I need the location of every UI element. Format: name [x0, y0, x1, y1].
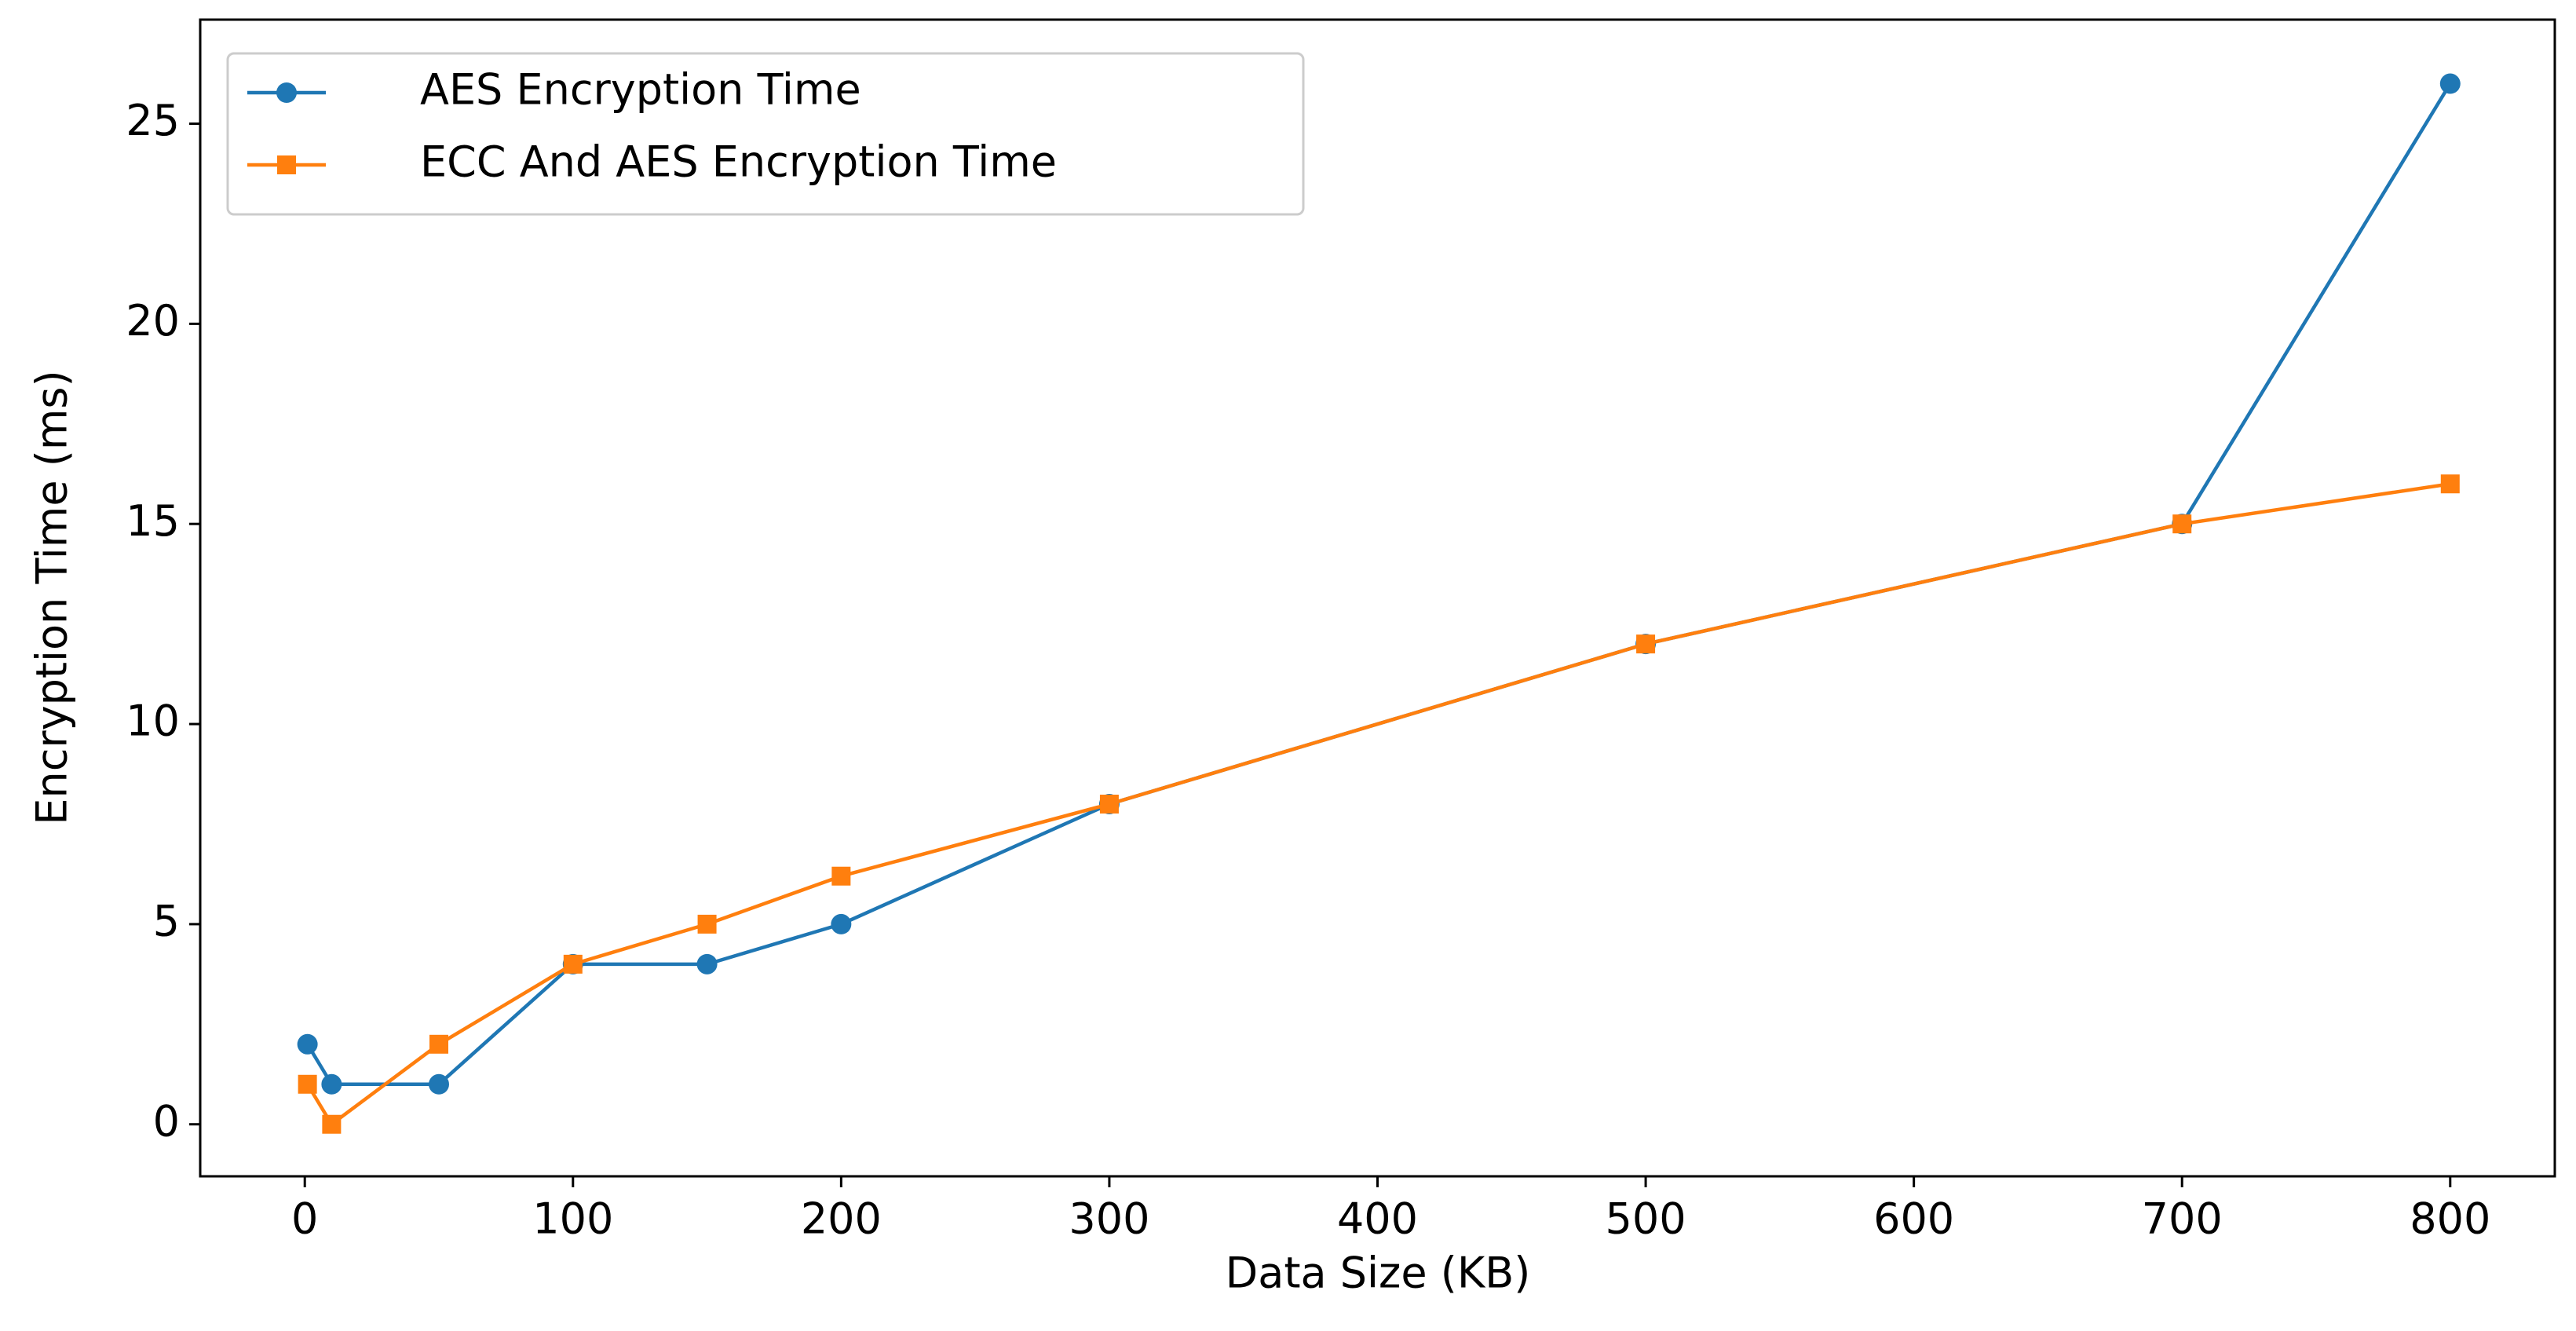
y-axis-label: Encryption Time (ms)	[27, 370, 77, 825]
legend-frame	[226, 52, 1305, 216]
data-line	[305, 482, 2451, 1126]
marker	[321, 1073, 342, 1095]
x-tick-label: 800	[2410, 1194, 2490, 1244]
marker	[563, 954, 583, 974]
marker	[2440, 474, 2460, 494]
data-line	[305, 82, 2452, 1087]
x-axis-label: Data Size (KB)	[1226, 1249, 1531, 1298]
x-tick-label: 500	[1606, 1194, 1686, 1244]
marker	[831, 913, 852, 934]
series	[298, 474, 2460, 1134]
marker	[297, 1033, 318, 1055]
marker	[277, 155, 296, 174]
marker	[831, 866, 851, 886]
y-tick-label: 15	[126, 496, 180, 546]
marker	[696, 953, 718, 974]
x-tick-label: 100	[532, 1194, 613, 1244]
marker	[1636, 634, 1656, 654]
y-tick-label: 20	[126, 296, 180, 346]
y-tick-label: 25	[126, 96, 180, 145]
marker	[1099, 794, 1119, 814]
x-tick-label: 200	[801, 1194, 882, 1244]
y-tick-label: 5	[153, 897, 180, 946]
plot-frame	[199, 18, 2556, 1178]
series	[297, 73, 2461, 1095]
marker	[2439, 73, 2461, 94]
x-tick-label: 700	[2142, 1194, 2223, 1244]
y-tick-label: 10	[126, 697, 180, 746]
x-tick-label: 0	[291, 1194, 318, 1244]
marker	[697, 914, 717, 934]
marker	[428, 1073, 449, 1095]
x-tick-label: 400	[1337, 1194, 1418, 1244]
legend: AES Encryption Time ECC And AES Encryptio…	[226, 52, 1305, 216]
marker	[2172, 514, 2192, 534]
marker	[429, 1034, 448, 1054]
marker	[276, 82, 297, 103]
y-tick-label: 0	[153, 1096, 180, 1146]
marker	[322, 1114, 342, 1134]
x-tick-label: 600	[1873, 1194, 1954, 1244]
marker	[298, 1074, 317, 1094]
legend-label: ECC And AES Encryption Time	[420, 137, 1057, 187]
x-tick-label: 300	[1069, 1194, 1149, 1244]
legend-label: AES Encryption Time	[420, 65, 861, 115]
